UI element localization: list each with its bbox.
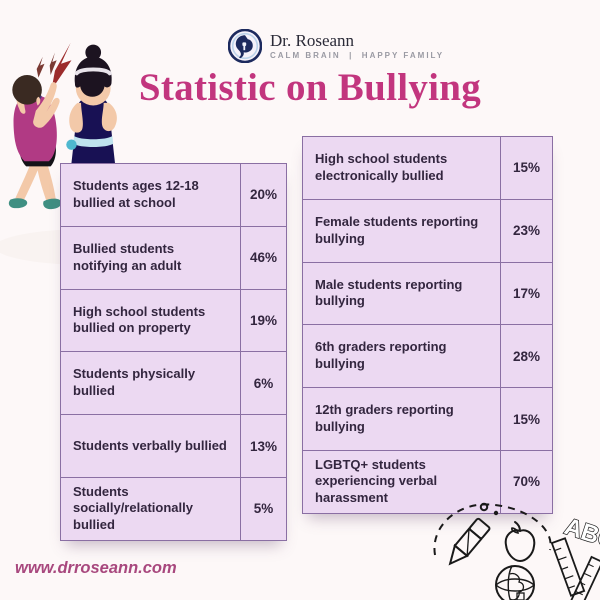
svg-text:ABC: ABC: [561, 513, 600, 555]
